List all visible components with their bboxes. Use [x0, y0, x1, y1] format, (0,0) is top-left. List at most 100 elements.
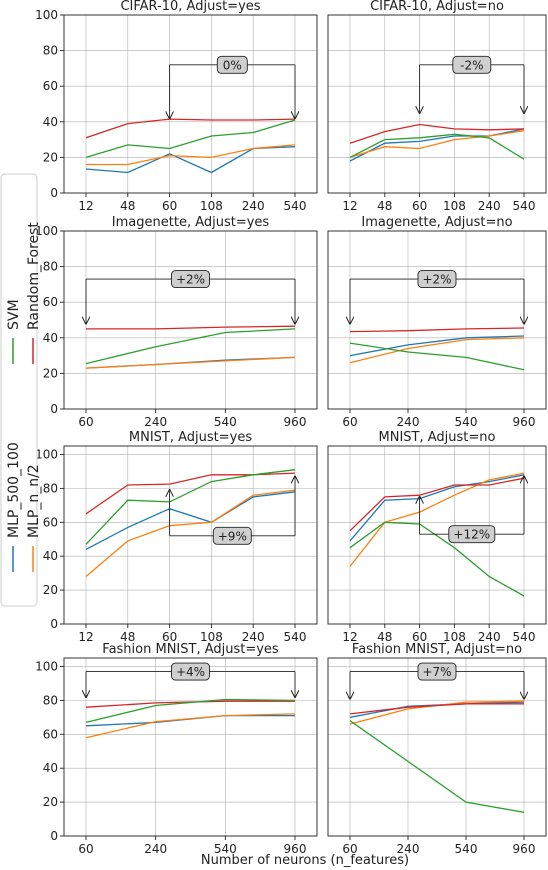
x-tick-label: 12 [342, 630, 357, 644]
annotation-label: +12% [453, 528, 490, 542]
series-line [349, 133, 525, 160]
y-tick-label: 20 [43, 150, 58, 164]
legend-label: Random_Forest [26, 222, 42, 330]
series-line [85, 698, 296, 724]
x-tick-label: 540 [513, 630, 536, 644]
annotation-label: +2% [422, 273, 451, 287]
series-line [85, 356, 296, 369]
panel-title: CIFAR-10, Adjust=yes [120, 0, 260, 14]
y-tick-label: 40 [43, 115, 58, 129]
x-tick-label: 60 [78, 415, 93, 429]
x-tick-label: 108 [443, 199, 466, 213]
annotation-label: +4% [176, 665, 205, 679]
series-line [349, 327, 525, 333]
annotation-box [212, 526, 252, 545]
annotation-label: +7% [422, 665, 451, 679]
x-tick-label: 12 [78, 199, 93, 213]
x-tick-label: 108 [443, 630, 466, 644]
x-tick-label: 240 [242, 199, 265, 213]
x-axis-label: Number of neurons (n_features) [201, 853, 409, 868]
y-tick-label: 100 [35, 8, 58, 22]
plot-frame [327, 14, 547, 194]
series-line [349, 128, 525, 162]
plot-frame [63, 657, 318, 837]
panel: MNIST, Adjust=no 12 48 60 108 240 540 +12% [327, 430, 547, 644]
series-line [349, 703, 524, 715]
series-line [85, 119, 296, 159]
annotation-label: -2% [460, 58, 483, 72]
panel-title: Fashion MNIST, Adjust=no [352, 642, 522, 657]
y-tick-label: 0 [50, 617, 58, 631]
x-tick-label: 48 [377, 630, 392, 644]
y-tick-label: 20 [43, 366, 58, 380]
legend-box [0, 173, 38, 607]
x-tick-label: 240 [397, 842, 420, 856]
series-line [85, 713, 296, 739]
panel: Fashion MNIST, Adjust=yes 0 20 40 60 80 100 60 2… [35, 642, 318, 856]
series-line [85, 118, 296, 139]
panel-title: MNIST, Adjust=no [379, 430, 496, 445]
x-tick-label: 240 [478, 199, 501, 213]
series-line [349, 337, 525, 364]
series-line [86, 325, 296, 330]
x-tick-label: 240 [478, 630, 501, 644]
y-tick-label: 60 [43, 727, 58, 741]
y-tick-label: 80 [43, 481, 58, 495]
panel: Fashion MNIST, Adjust=no 60 240 540 960 +7% [327, 642, 547, 856]
x-tick-label: 108 [200, 630, 223, 644]
series-line [85, 491, 296, 550]
legend-label: MLP_n_n/2 [26, 464, 42, 538]
x-tick-label: 960 [513, 842, 536, 856]
x-tick-label: 60 [162, 630, 177, 644]
x-tick-label: 60 [162, 199, 177, 213]
panel: Imagenette, Adjust=yes 0 20 40 60 80 100 60 240 5… [35, 215, 318, 429]
legend-label: MLP_500_100 [6, 442, 22, 538]
x-tick-label: 540 [214, 842, 237, 856]
x-tick-label: 960 [284, 415, 307, 429]
x-tick-label: 540 [455, 415, 478, 429]
y-tick-label: 60 [43, 79, 58, 93]
y-tick-label: 80 [43, 693, 58, 707]
panel: CIFAR-10, Adjust=yes 0 20 40 60 80 100 12 48 60 10… [35, 0, 318, 213]
y-tick-label: 40 [43, 549, 58, 563]
series-line [85, 469, 296, 545]
x-tick-label: 12 [342, 199, 357, 213]
plot-frame [63, 14, 318, 194]
panel: Imagenette, Adjust=no 60 240 540 960 +2% [327, 215, 547, 429]
y-tick-label: 0 [50, 186, 58, 200]
x-tick-label: 60 [78, 842, 93, 856]
y-tick-label: 20 [43, 795, 58, 809]
x-tick-label: 48 [120, 199, 135, 213]
x-tick-label: 48 [120, 630, 135, 644]
plot-frame [327, 445, 547, 625]
y-tick-label: 40 [43, 331, 58, 345]
x-tick-label: 60 [342, 842, 357, 856]
y-tick-label: 40 [43, 761, 58, 775]
annotation-label: +2% [176, 273, 205, 287]
x-tick-label: 960 [284, 842, 307, 856]
x-tick-label: 960 [513, 415, 536, 429]
series-line [349, 521, 525, 597]
legend-label: SVM [6, 299, 22, 330]
panel: CIFAR-10, Adjust=no 12 48 60 108 240 540 -2% [327, 0, 547, 213]
series-line [85, 714, 295, 727]
x-tick-label: 60 [412, 630, 427, 644]
annotation-label: 0% [223, 58, 242, 72]
annotation-box [448, 525, 496, 544]
y-tick-label: 80 [43, 44, 58, 58]
x-tick-label: 540 [513, 199, 536, 213]
y-tick-label: 0 [50, 402, 58, 416]
y-tick-label: 80 [43, 260, 58, 274]
annotation-box [417, 662, 457, 681]
x-tick-label: 540 [284, 630, 307, 644]
x-tick-label: 540 [214, 415, 237, 429]
series-line [349, 472, 525, 567]
panel-title: Imagenette, Adjust=no [361, 215, 512, 230]
series-line [85, 146, 296, 174]
y-tick-label: 100 [35, 224, 58, 238]
y-tick-label: 60 [43, 295, 58, 309]
annotation-box [171, 662, 210, 681]
panel-title: MNIST, Adjust=yes [129, 430, 252, 445]
series-line [349, 123, 525, 144]
